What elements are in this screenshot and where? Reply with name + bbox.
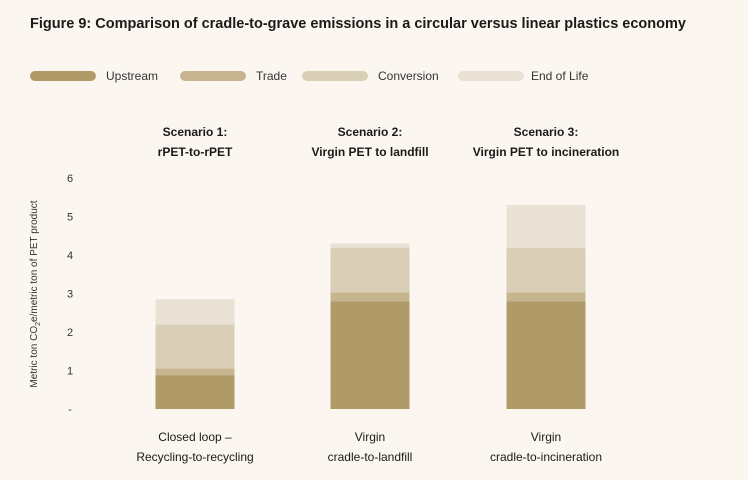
legend-label-upstream: Upstream bbox=[106, 69, 159, 83]
legend-swatch-end-of-life bbox=[458, 71, 524, 81]
bar-segment-upstream-2 bbox=[330, 301, 410, 409]
bar-segment-upstream-3 bbox=[506, 301, 586, 409]
scenario-1-label: Scenario 1: bbox=[163, 125, 228, 139]
bar-segment-conversion-3 bbox=[506, 248, 586, 293]
y-tick-label-6: 6 bbox=[67, 173, 73, 185]
scenario-2-label: Scenario 2: bbox=[338, 125, 403, 139]
y-axis-label-subscript: 2 bbox=[35, 322, 42, 326]
legend-swatch-trade bbox=[180, 71, 246, 81]
y-tick-label-0: - bbox=[68, 404, 72, 416]
y-tick-label-5: 5 bbox=[67, 212, 73, 224]
bar-segment-trade-2 bbox=[330, 292, 410, 302]
legend-label-conversion: Conversion bbox=[378, 69, 439, 83]
bar-segment-conversion-1 bbox=[155, 324, 235, 369]
x-category-label-2-line1: Virgin bbox=[355, 430, 385, 444]
bar-segment-trade-1 bbox=[155, 368, 235, 376]
legend-label-end-of-life: End of Life bbox=[531, 69, 589, 83]
scenario-3-name: Virgin PET to incineration bbox=[473, 145, 619, 159]
x-category-label-1-line1: Closed loop – bbox=[158, 430, 232, 444]
bar-segment-end-of-life-2 bbox=[330, 243, 410, 249]
y-tick-label-2: 2 bbox=[67, 327, 73, 339]
x-category-label-1-line2: Recycling-to-recycling bbox=[136, 450, 253, 464]
legend-swatch-conversion bbox=[302, 71, 368, 81]
bar-segment-end-of-life-3 bbox=[506, 204, 586, 249]
chart-title: Figure 9: Comparison of cradle-to-grave … bbox=[30, 16, 686, 32]
y-tick-label-3: 3 bbox=[67, 289, 73, 301]
y-axis-label-part: Metric ton CO bbox=[29, 326, 40, 388]
scenario-2-name: Virgin PET to landfill bbox=[311, 145, 428, 159]
bar-segment-trade-3 bbox=[506, 292, 586, 302]
legend-label-trade: Trade bbox=[256, 69, 287, 83]
x-category-label-3-line2: cradle-to-incineration bbox=[490, 450, 602, 464]
y-tick-label-1: 1 bbox=[67, 366, 73, 378]
legend-swatch-upstream bbox=[30, 71, 96, 81]
x-category-label-3-line1: Virgin bbox=[531, 430, 561, 444]
y-axis-label-part: e/metric ton of PET product bbox=[29, 200, 40, 322]
scenario-1-name: rPET-to-rPET bbox=[158, 145, 233, 159]
y-axis-label: Metric ton CO2e/metric ton of PET produc… bbox=[29, 200, 42, 387]
y-tick-label-4: 4 bbox=[67, 250, 73, 262]
bar-segment-end-of-life-1 bbox=[155, 299, 235, 325]
scenario-3-label: Scenario 3: bbox=[514, 125, 579, 139]
bar-segment-upstream-1 bbox=[155, 375, 235, 409]
x-category-label-2-line2: cradle-to-landfill bbox=[328, 450, 413, 464]
bar-segment-conversion-2 bbox=[330, 248, 410, 293]
